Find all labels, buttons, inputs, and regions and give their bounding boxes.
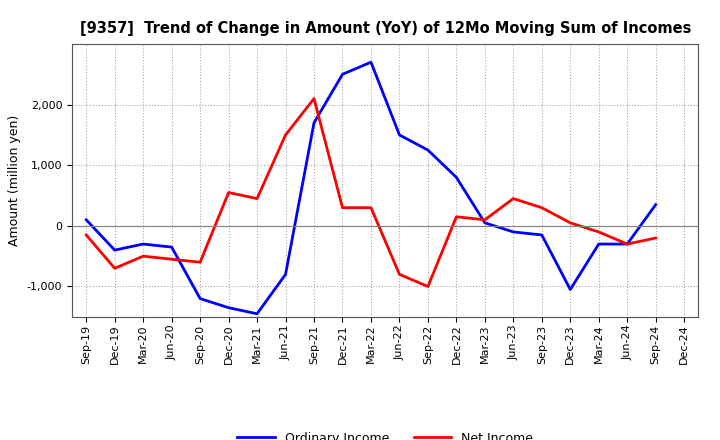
Ordinary Income	[167, 245, 176, 250]
Net Income	[282, 132, 290, 138]
Net Income	[537, 205, 546, 210]
Ordinary Income	[537, 232, 546, 238]
Net Income	[566, 220, 575, 225]
Ordinary Income	[310, 120, 318, 125]
Line: Ordinary Income: Ordinary Income	[86, 62, 656, 314]
Net Income	[366, 205, 375, 210]
Ordinary Income	[595, 242, 603, 247]
Net Income	[167, 257, 176, 262]
Ordinary Income	[652, 202, 660, 207]
Ordinary Income	[566, 287, 575, 292]
Net Income	[452, 214, 461, 220]
Net Income	[196, 260, 204, 265]
Net Income	[310, 96, 318, 101]
Net Income	[509, 196, 518, 201]
Net Income	[480, 217, 489, 223]
Ordinary Income	[282, 272, 290, 277]
Net Income	[110, 266, 119, 271]
Ordinary Income	[82, 217, 91, 223]
Net Income	[139, 253, 148, 259]
Net Income	[623, 242, 631, 247]
Net Income	[423, 284, 432, 289]
Line: Net Income: Net Income	[86, 99, 656, 286]
Ordinary Income	[423, 147, 432, 153]
Net Income	[225, 190, 233, 195]
Title: [9357]  Trend of Change in Amount (YoY) of 12Mo Moving Sum of Incomes: [9357] Trend of Change in Amount (YoY) o…	[79, 21, 691, 36]
Legend: Ordinary Income, Net Income: Ordinary Income, Net Income	[232, 427, 539, 440]
Ordinary Income	[253, 311, 261, 316]
Ordinary Income	[395, 132, 404, 138]
Ordinary Income	[225, 305, 233, 310]
Net Income	[253, 196, 261, 201]
Y-axis label: Amount (million yen): Amount (million yen)	[8, 115, 21, 246]
Net Income	[82, 232, 91, 238]
Ordinary Income	[509, 229, 518, 235]
Ordinary Income	[366, 59, 375, 65]
Net Income	[595, 229, 603, 235]
Ordinary Income	[139, 242, 148, 247]
Ordinary Income	[623, 242, 631, 247]
Net Income	[652, 235, 660, 241]
Ordinary Income	[452, 175, 461, 180]
Ordinary Income	[196, 296, 204, 301]
Ordinary Income	[110, 247, 119, 253]
Net Income	[395, 272, 404, 277]
Ordinary Income	[338, 72, 347, 77]
Net Income	[338, 205, 347, 210]
Ordinary Income	[480, 220, 489, 225]
